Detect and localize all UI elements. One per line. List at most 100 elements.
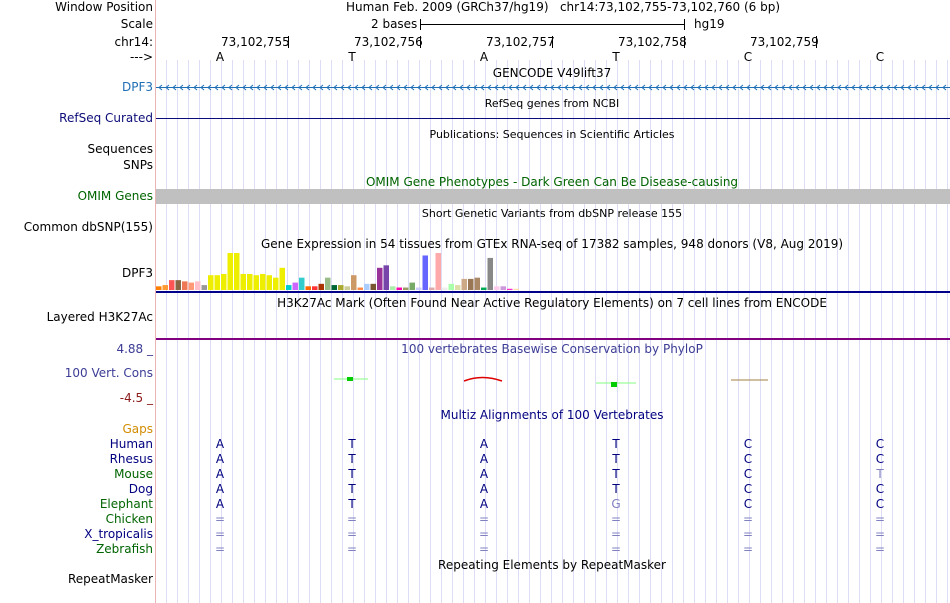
refseq-label[interactable]: RefSeq Curated: [59, 111, 153, 125]
gtex-bar-chart[interactable]: [156, 252, 950, 290]
h3k27ac-signal-line: [156, 338, 950, 340]
gtex-tissue-bar: [195, 281, 201, 290]
refseq-track-title[interactable]: RefSeq genes from NCBI: [484, 97, 620, 110]
aligned-base: =: [610, 542, 622, 556]
dbsnp-track-title[interactable]: Short Genetic Variants from dbSNP releas…: [421, 207, 683, 220]
gtex-tissue-bar: [422, 255, 428, 290]
aligned-base: =: [346, 527, 358, 541]
reference-base: A: [215, 50, 225, 64]
tick-label-1: 73,102,755: [221, 35, 290, 49]
species-label-zebrafish[interactable]: Zebrafish: [96, 542, 153, 556]
gtex-tissue-bar: [240, 273, 246, 290]
strand-label: --->: [129, 50, 153, 64]
aligned-base: C: [875, 497, 885, 511]
gtex-tissue-bar: [416, 287, 422, 290]
aligned-base: T: [348, 482, 356, 496]
phylop-signal[interactable]: [156, 372, 950, 392]
aligned-base: C: [875, 437, 885, 451]
aligned-base: T: [612, 452, 620, 466]
repeatmasker-track-title[interactable]: Repeating Elements by RepeatMasker: [438, 558, 666, 572]
gtex-track-title[interactable]: Gene Expression in 54 tissues from GTEx …: [260, 237, 844, 251]
gtex-tissue-bar: [234, 253, 240, 290]
reference-base: C: [875, 50, 885, 64]
aligned-base: =: [874, 527, 886, 541]
species-label-dog[interactable]: Dog: [128, 482, 153, 496]
gtex-tissue-bar: [461, 278, 467, 290]
snps-label[interactable]: SNPs: [123, 158, 153, 172]
aligned-base: A: [215, 467, 225, 481]
omim-track-title[interactable]: OMIM Gene Phenotypes - Dark Green Can Be…: [365, 175, 739, 189]
sequences-label[interactable]: Sequences: [87, 142, 153, 156]
phylop-peak-1: [347, 377, 353, 381]
gtex-tissue-bar: [182, 281, 188, 290]
gtex-tissue-bar: [455, 285, 461, 290]
aligned-base: A: [479, 497, 489, 511]
gtex-tissue-bar: [403, 287, 409, 290]
aligned-base: =: [346, 542, 358, 556]
gtex-gene-label[interactable]: DPF3: [121, 266, 153, 280]
window-position-value[interactable]: Human Feb. 2009 (GRCh37/hg19) chr14:73,1…: [346, 0, 781, 14]
tick-mark-1: [288, 36, 289, 48]
aligned-base: =: [478, 542, 490, 556]
omim-label[interactable]: OMIM Genes: [77, 189, 153, 203]
dbsnp-label[interactable]: Common dbSNP(155): [23, 220, 153, 234]
gtex-tissue-bar: [299, 277, 305, 290]
refseq-gene-feature[interactable]: [156, 118, 950, 119]
gtex-tissue-bar: [201, 285, 207, 290]
phylop-track-title[interactable]: 100 vertebrates Basewise Conservation by…: [401, 342, 703, 356]
aligned-base: A: [479, 482, 489, 496]
gtex-tissue-bar: [409, 282, 415, 290]
gencode-gene-feature[interactable]: [156, 80, 950, 95]
species-label-mouse[interactable]: Mouse: [114, 467, 153, 481]
species-label-elephant[interactable]: Elephant: [99, 497, 153, 511]
h3k27ac-track-title[interactable]: H3K27Ac Mark (Often Found Near Active Re…: [277, 296, 827, 310]
scale-bar: [420, 17, 685, 32]
phylop-dip: [463, 376, 503, 382]
gtex-tissue-bar: [279, 267, 285, 290]
aligned-base: =: [214, 542, 226, 556]
gtex-tissue-bar: [305, 286, 311, 290]
h3k27ac-label[interactable]: Layered H3K27Ac: [46, 310, 153, 324]
tick-mark-5: [816, 36, 817, 48]
gtex-tissue-bar: [208, 275, 214, 290]
gencode-track-title[interactable]: GENCODE V49lift37: [492, 66, 612, 80]
phylop-label[interactable]: 100 Vert. Cons: [64, 366, 153, 380]
gtex-tissue-bar: [474, 277, 480, 290]
reference-base: C: [743, 50, 753, 64]
aligned-base: C: [743, 452, 753, 466]
scale-label: Scale: [120, 17, 153, 31]
gtex-tissue-bar: [481, 287, 487, 290]
gtex-tissue-bar: [364, 283, 370, 290]
species-label-human[interactable]: Human: [109, 437, 153, 451]
gtex-tissue-bar: [227, 253, 233, 290]
aligned-base: =: [874, 542, 886, 556]
species-label-x_tropicalis[interactable]: X_tropicalis: [84, 527, 153, 541]
aligned-base: T: [348, 437, 356, 451]
aligned-base: T: [612, 467, 620, 481]
chrom-label: chr14:: [114, 35, 153, 49]
gaps-label: Gaps: [122, 422, 153, 436]
gtex-tissue-bar: [156, 286, 162, 290]
gtex-tissue-bar: [468, 278, 474, 290]
publications-track-title[interactable]: Publications: Sequences in Scientific Ar…: [429, 128, 675, 141]
aligned-base: =: [478, 527, 490, 541]
tick-mark-2: [420, 36, 421, 48]
gtex-tissue-bar: [357, 287, 363, 290]
gtex-tissue-bar: [351, 275, 357, 290]
repeatmasker-label[interactable]: RepeatMasker: [67, 572, 153, 586]
gtex-tissue-bar: [214, 275, 220, 290]
omim-gene-bar[interactable]: [156, 189, 950, 204]
species-label-rhesus[interactable]: Rhesus: [109, 452, 153, 466]
aligned-base: T: [612, 437, 620, 451]
gtex-tissue-bar: [396, 287, 402, 290]
reference-base: T: [612, 50, 620, 64]
multiz-track-title[interactable]: Multiz Alignments of 100 Vertebrates: [440, 408, 664, 422]
aligned-base: T: [348, 497, 356, 511]
aligned-base: A: [479, 437, 489, 451]
gtex-tissue-bar: [500, 286, 506, 290]
gtex-tissue-bar: [507, 288, 513, 290]
species-label-chicken[interactable]: Chicken: [105, 512, 153, 526]
gencode-gene-label[interactable]: DPF3: [121, 80, 153, 94]
gtex-tissue-bar: [312, 286, 318, 290]
